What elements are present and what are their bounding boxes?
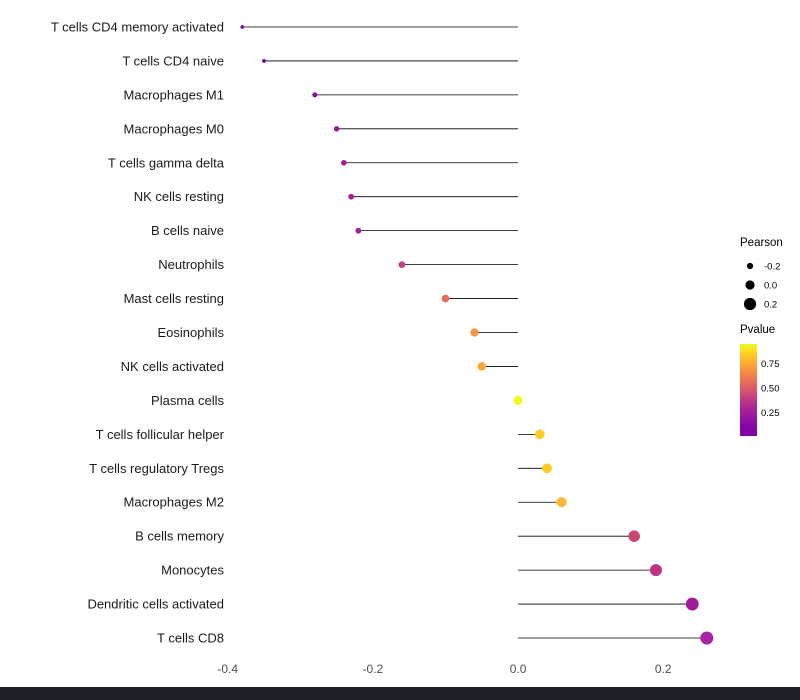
lollipop-point [441, 294, 450, 303]
x-tick-label: 0.0 [510, 662, 527, 676]
lollipop-point [649, 564, 662, 577]
category-label: B cells naive [151, 223, 224, 238]
category-label: Dendritic cells activated [87, 597, 224, 612]
x-tick-label: -0.2 [363, 662, 384, 676]
color-legend-label: 0.50 [761, 384, 780, 395]
category-label: Macrophages M0 [124, 121, 224, 136]
lollipop-point [685, 597, 699, 611]
size-legend-dot [743, 297, 757, 311]
category-label: Mast cells resting [124, 291, 224, 306]
size-legend-dot [746, 262, 754, 270]
category-label: T cells CD4 memory activated [51, 19, 224, 34]
size-legend-dot [745, 280, 755, 290]
lollipop-point [348, 193, 354, 200]
category-label: T cells CD8 [157, 631, 224, 646]
size-legend-title: Pearson [740, 237, 783, 249]
lollipop-point [513, 395, 523, 405]
category-label: T cells follicular helper [96, 427, 225, 442]
category-label: Monocytes [161, 563, 224, 578]
x-tick-label: 0.2 [655, 662, 672, 676]
category-label: Neutrophils [158, 257, 224, 272]
lollipop-point [542, 463, 552, 474]
lollipop-point [628, 530, 640, 542]
color-legend-label: 0.75 [761, 359, 780, 370]
lollipop-point [262, 58, 266, 63]
lollipop-point [700, 631, 714, 645]
color-legend-title: Pvalue [740, 324, 775, 336]
category-label: B cells memory [135, 529, 224, 544]
color-legend-label: 0.25 [761, 408, 780, 419]
lollipop-point [535, 429, 545, 440]
category-label: Eosinophils [158, 325, 225, 340]
category-label: Macrophages M2 [124, 495, 224, 510]
category-label: Plasma cells [151, 393, 224, 408]
lollipop-point [333, 126, 340, 132]
lollipop-point [556, 497, 567, 508]
size-legend-label: 0.2 [764, 300, 777, 311]
lollipop-point [355, 227, 362, 234]
category-label: T cells CD4 naive [122, 53, 224, 68]
lollipop-point [398, 261, 406, 269]
lollipop-point [477, 362, 486, 371]
bottom-bar [0, 687, 800, 700]
lollipop-point [312, 92, 318, 98]
lollipop-point [240, 25, 245, 29]
category-label: T cells gamma delta [108, 155, 225, 170]
category-label: NK cells resting [134, 189, 224, 204]
category-label: T cells regulatory Tregs [89, 461, 224, 476]
lollipop-point [341, 159, 347, 166]
x-tick-label: -0.4 [217, 662, 238, 676]
pvalue-gradient-bar [740, 344, 757, 436]
size-legend-label: 0.0 [764, 281, 777, 292]
lollipop-point [470, 328, 479, 337]
category-label: NK cells activated [121, 359, 224, 374]
category-label: Macrophages M1 [124, 87, 224, 102]
size-legend-label: -0.2 [764, 262, 780, 273]
